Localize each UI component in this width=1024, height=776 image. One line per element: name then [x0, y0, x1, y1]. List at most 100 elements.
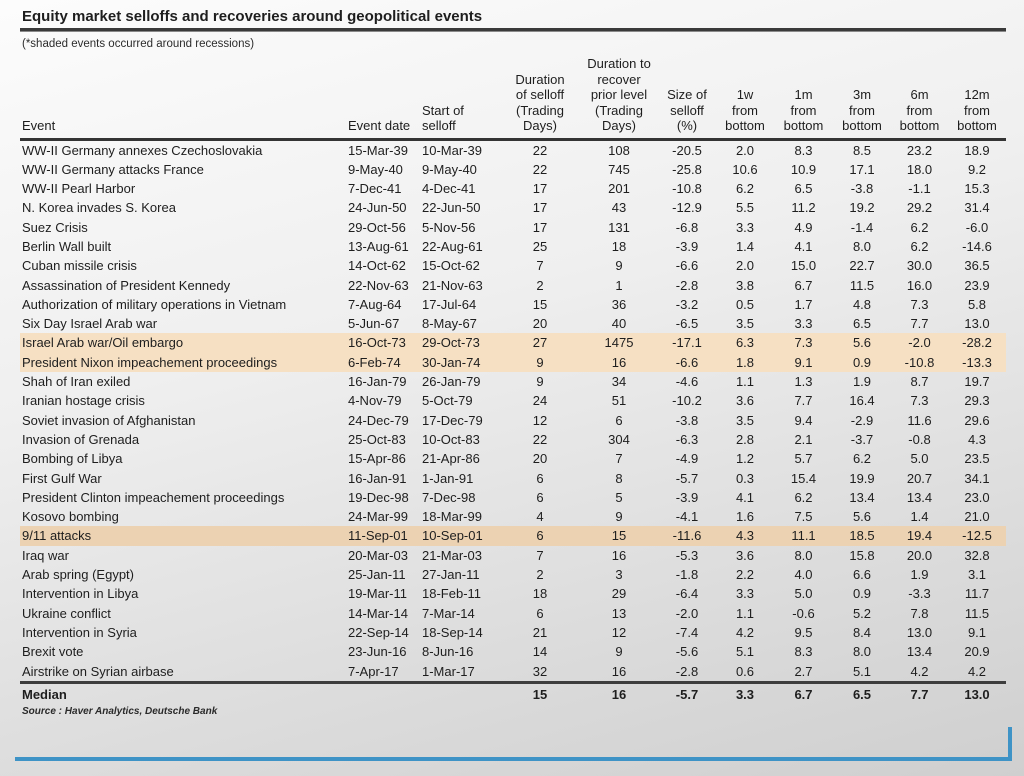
value-cell: 15.0	[790, 258, 817, 274]
value-cell: -5.6	[675, 644, 699, 660]
value-cell: 2	[536, 567, 544, 583]
value-cell: 43	[611, 200, 627, 216]
event-date-cell: 11-Sep-01	[346, 526, 420, 546]
value-cell: -2.0	[891, 333, 948, 353]
event-cell: Intervention in Libya	[22, 586, 139, 602]
value-cell: -1.4	[850, 219, 874, 235]
value-cell: 6.2	[910, 238, 929, 254]
value-cell: 22	[532, 161, 548, 177]
value-cell: 3.5	[735, 316, 755, 332]
value-cell: -7.4	[675, 624, 699, 640]
value-cell: -1.8	[675, 567, 699, 583]
value-cell: 2.0	[735, 142, 755, 158]
value-cell: 3.3	[735, 219, 755, 235]
value-cell: 9	[615, 258, 623, 274]
selloff-start-cell: 8-Jun-16	[422, 644, 474, 660]
value-cell: 22	[532, 431, 548, 447]
value-cell: 0.3	[735, 470, 755, 486]
value-cell: 9	[615, 509, 623, 525]
value-cell: 13.4	[849, 489, 875, 505]
value-cell: 7.3	[774, 333, 833, 353]
value-cell: -4.1	[675, 509, 699, 525]
event-cell: Assassination of President Kennedy	[22, 277, 231, 293]
value-cell: 20.0	[906, 547, 933, 563]
value-cell: 18	[532, 586, 548, 602]
value-cell: -11.6	[658, 526, 716, 546]
value-cell: 6.7	[794, 277, 813, 293]
selloff-start-cell: 7-Dec-98	[422, 489, 476, 505]
table-row: Shah of Iran exiled 16-Jan-79 26-Jan-79 9 34…	[20, 372, 1006, 391]
value-cell: 6	[615, 412, 623, 428]
value-cell: 11.2	[791, 200, 816, 216]
value-cell: 7.8	[910, 605, 929, 621]
value-cell: 6.2	[735, 181, 755, 197]
value-cell: 17	[532, 219, 548, 235]
value-cell: -2.0	[675, 605, 699, 621]
table-row: President Nixon impeachement proceedings…	[20, 352, 1006, 373]
value-cell: 7.7	[794, 393, 813, 409]
value-cell: 17	[532, 181, 548, 197]
value-cell: 4.2	[967, 663, 987, 679]
value-cell: 6.3	[716, 333, 774, 353]
event-cell: Kosovo bombing	[22, 509, 119, 525]
value-cell: 8.0	[852, 238, 872, 254]
value-cell: 8.0	[852, 644, 872, 660]
value-cell: 9	[500, 352, 580, 373]
event-cell: Cuban missile crisis	[22, 258, 137, 274]
value-cell: 16	[611, 663, 627, 679]
value-cell: 3.8	[735, 277, 755, 293]
value-cell: 34.1	[964, 470, 990, 486]
value-cell: -3.8	[850, 181, 874, 197]
event-cell: WW-II Germany attacks France	[22, 161, 204, 177]
value-cell: -2.8	[675, 663, 699, 679]
value-cell: 4.2	[735, 624, 755, 640]
value-cell: 36.5	[964, 258, 990, 274]
value-cell: 1.2	[735, 451, 755, 467]
event-cell: First Gulf War	[22, 470, 102, 486]
value-cell: 23.2	[906, 142, 933, 158]
value-cell: 16.4	[849, 393, 875, 409]
value-cell: 5.6	[852, 509, 872, 525]
value-cell: 5.1	[852, 663, 872, 679]
event-date-cell: 4-Nov-79	[348, 393, 402, 409]
value-cell: 8.5	[852, 142, 872, 158]
selloff-start-cell: 21-Nov-63	[422, 277, 483, 293]
value-cell: -10.8	[891, 352, 948, 373]
event-cell: Intervention in Syria	[22, 624, 137, 640]
value-cell: -6.0	[965, 219, 989, 235]
value-cell: 6.2	[794, 489, 813, 505]
value-cell: 8.3	[794, 644, 813, 660]
value-cell: -6.5	[675, 316, 699, 332]
value-cell: 9	[536, 374, 544, 390]
value-cell: -17.1	[658, 333, 716, 353]
value-cell: 5.0	[794, 586, 813, 602]
event-date-cell: 25-Oct-83	[348, 431, 406, 447]
column-header: Start of selloff	[420, 56, 500, 141]
value-cell: 29.3	[964, 393, 990, 409]
value-cell: 19.9	[849, 470, 875, 486]
value-cell: 29	[611, 586, 627, 602]
value-cell: 131	[608, 219, 630, 235]
value-cell: 8.0	[794, 547, 813, 563]
value-cell: -13.3	[948, 352, 1006, 373]
value-cell: 6.2	[910, 219, 929, 235]
value-cell: 8.3	[794, 142, 813, 158]
value-cell: -6.8	[675, 219, 699, 235]
selloff-start-cell: 22-Aug-61	[422, 238, 483, 254]
shaded-events-note: (*shaded events occurred around recessio…	[22, 38, 255, 50]
event-cell: WW-II Pearl Harbor	[22, 181, 136, 197]
value-cell: 1	[615, 277, 623, 293]
event-date-cell: 22-Sep-14	[348, 624, 409, 640]
value-cell: 19.2	[849, 200, 875, 216]
table-row: Israel Arab war/Oil embargo 16-Oct-73 29-O…	[20, 333, 1006, 353]
selloff-start-cell: 17-Dec-79	[422, 412, 483, 428]
event-date-cell: 19-Dec-98	[348, 489, 409, 505]
median-value-cell	[420, 680, 500, 705]
value-cell: -10.2	[672, 393, 702, 409]
value-cell: 30.0	[906, 258, 933, 274]
value-cell: 51	[611, 393, 627, 409]
value-cell: 5.0	[910, 451, 929, 467]
value-cell: 40	[611, 316, 627, 332]
value-cell: 16.0	[906, 277, 933, 293]
value-cell: 1475	[580, 333, 658, 353]
